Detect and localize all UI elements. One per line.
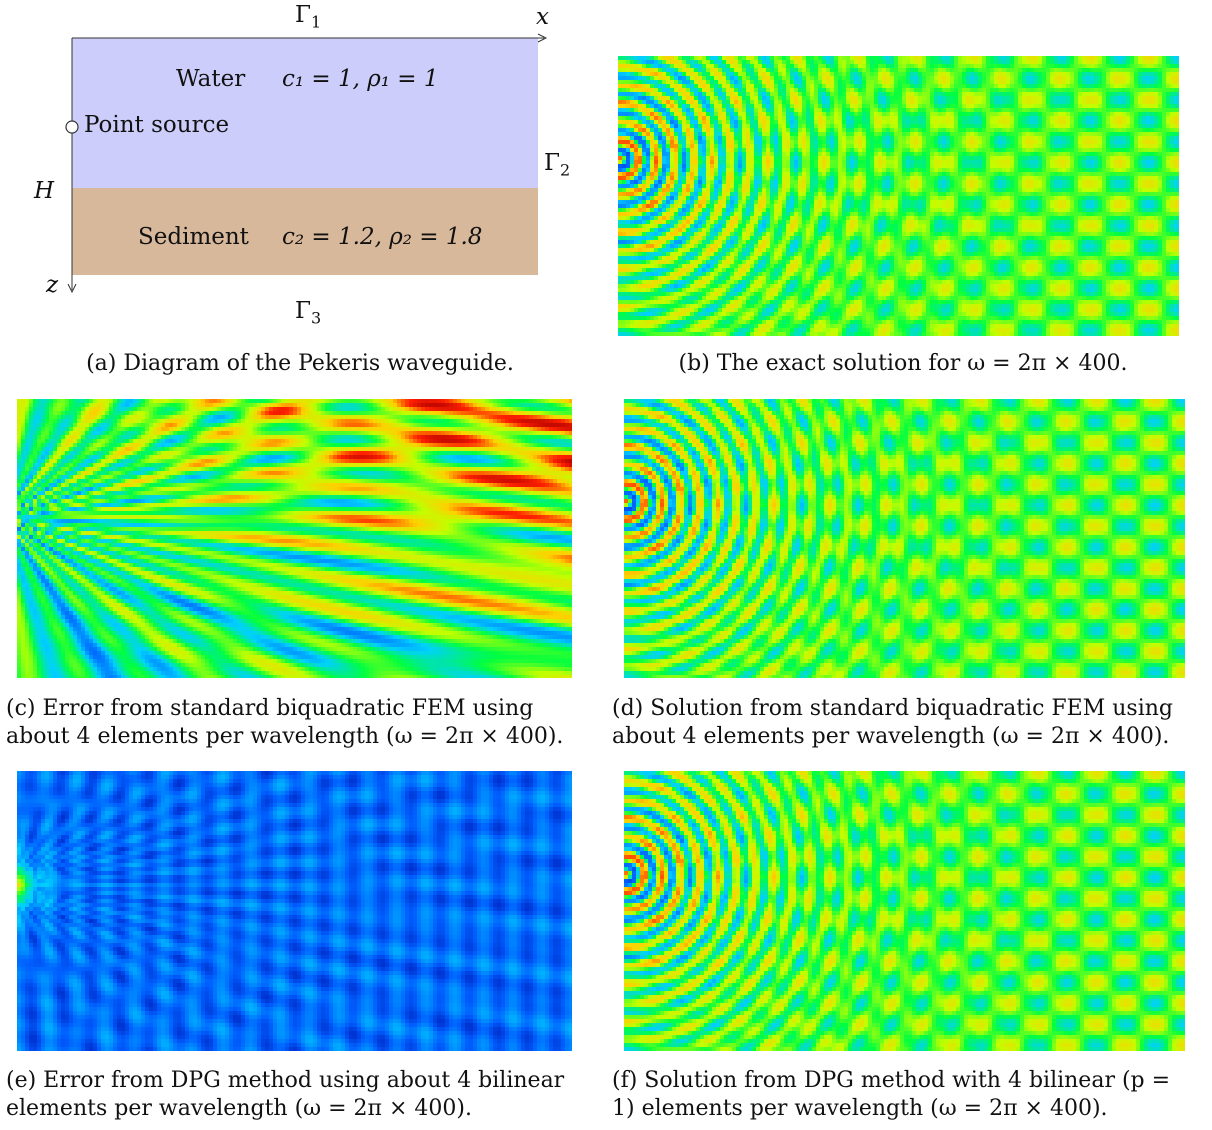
sediment-layer	[72, 188, 538, 275]
exact-solution-plot	[618, 56, 1179, 336]
caption-e: (e) Error from DPG method using about 4 …	[6, 1067, 586, 1123]
caption-a: (a) Diagram of the Pekeris waveguide.	[0, 350, 600, 378]
caption-e-line1: (e) Error from DPG method using about 4 …	[6, 1067, 586, 1095]
x-axis-arrow	[537, 33, 548, 43]
caption-d: (d) Solution from standard biquadratic F…	[612, 695, 1202, 751]
caption-f: (f) Solution from DPG method with 4 bili…	[612, 1067, 1202, 1123]
point-source-label: Point source	[84, 112, 229, 138]
caption-c-line1: (c) Error from standard biquadratic FEM …	[6, 695, 580, 723]
caption-d-line1: (d) Solution from standard biquadratic F…	[612, 695, 1202, 723]
depth-label: H	[34, 178, 54, 204]
point-source-marker	[65, 120, 79, 134]
gamma1-label: Γ1	[295, 2, 321, 32]
sediment-params: c₂ = 1.2, ρ₂ = 1.8	[282, 224, 482, 250]
sediment-label: Sediment	[138, 224, 249, 250]
fem-solution-plot	[624, 399, 1185, 678]
water-params: c₁ = 1, ρ₁ = 1	[282, 66, 439, 92]
z-axis-arrow	[67, 283, 77, 294]
x-axis-label: x	[536, 4, 549, 30]
caption-f-line1: (f) Solution from DPG method with 4 bili…	[612, 1067, 1202, 1095]
dpg-error-plot	[17, 771, 572, 1051]
caption-e-line2: elements per wavelength (ω = 2π × 400).	[6, 1095, 586, 1123]
pekeris-diagram	[0, 0, 600, 345]
caption-d-line2: about 4 elements per wavelength (ω = 2π …	[612, 723, 1202, 751]
water-layer	[72, 38, 538, 188]
fem-error-plot	[17, 399, 572, 678]
z-axis-label: z	[46, 272, 58, 298]
dpg-solution-plot	[624, 771, 1185, 1051]
caption-c-line2: about 4 elements per wavelength (ω = 2π …	[6, 723, 580, 751]
caption-b: (b) The exact solution for ω = 2π × 400.	[608, 350, 1198, 378]
water-label: Water	[176, 66, 245, 92]
pekeris-diagram-svg	[65, 33, 548, 294]
caption-f-line2: 1) elements per wavelength (ω = 2π × 400…	[612, 1095, 1202, 1123]
gamma2-label: Γ2	[544, 150, 570, 180]
caption-c: (c) Error from standard biquadratic FEM …	[6, 695, 580, 751]
gamma3-label: Γ3	[295, 298, 321, 328]
